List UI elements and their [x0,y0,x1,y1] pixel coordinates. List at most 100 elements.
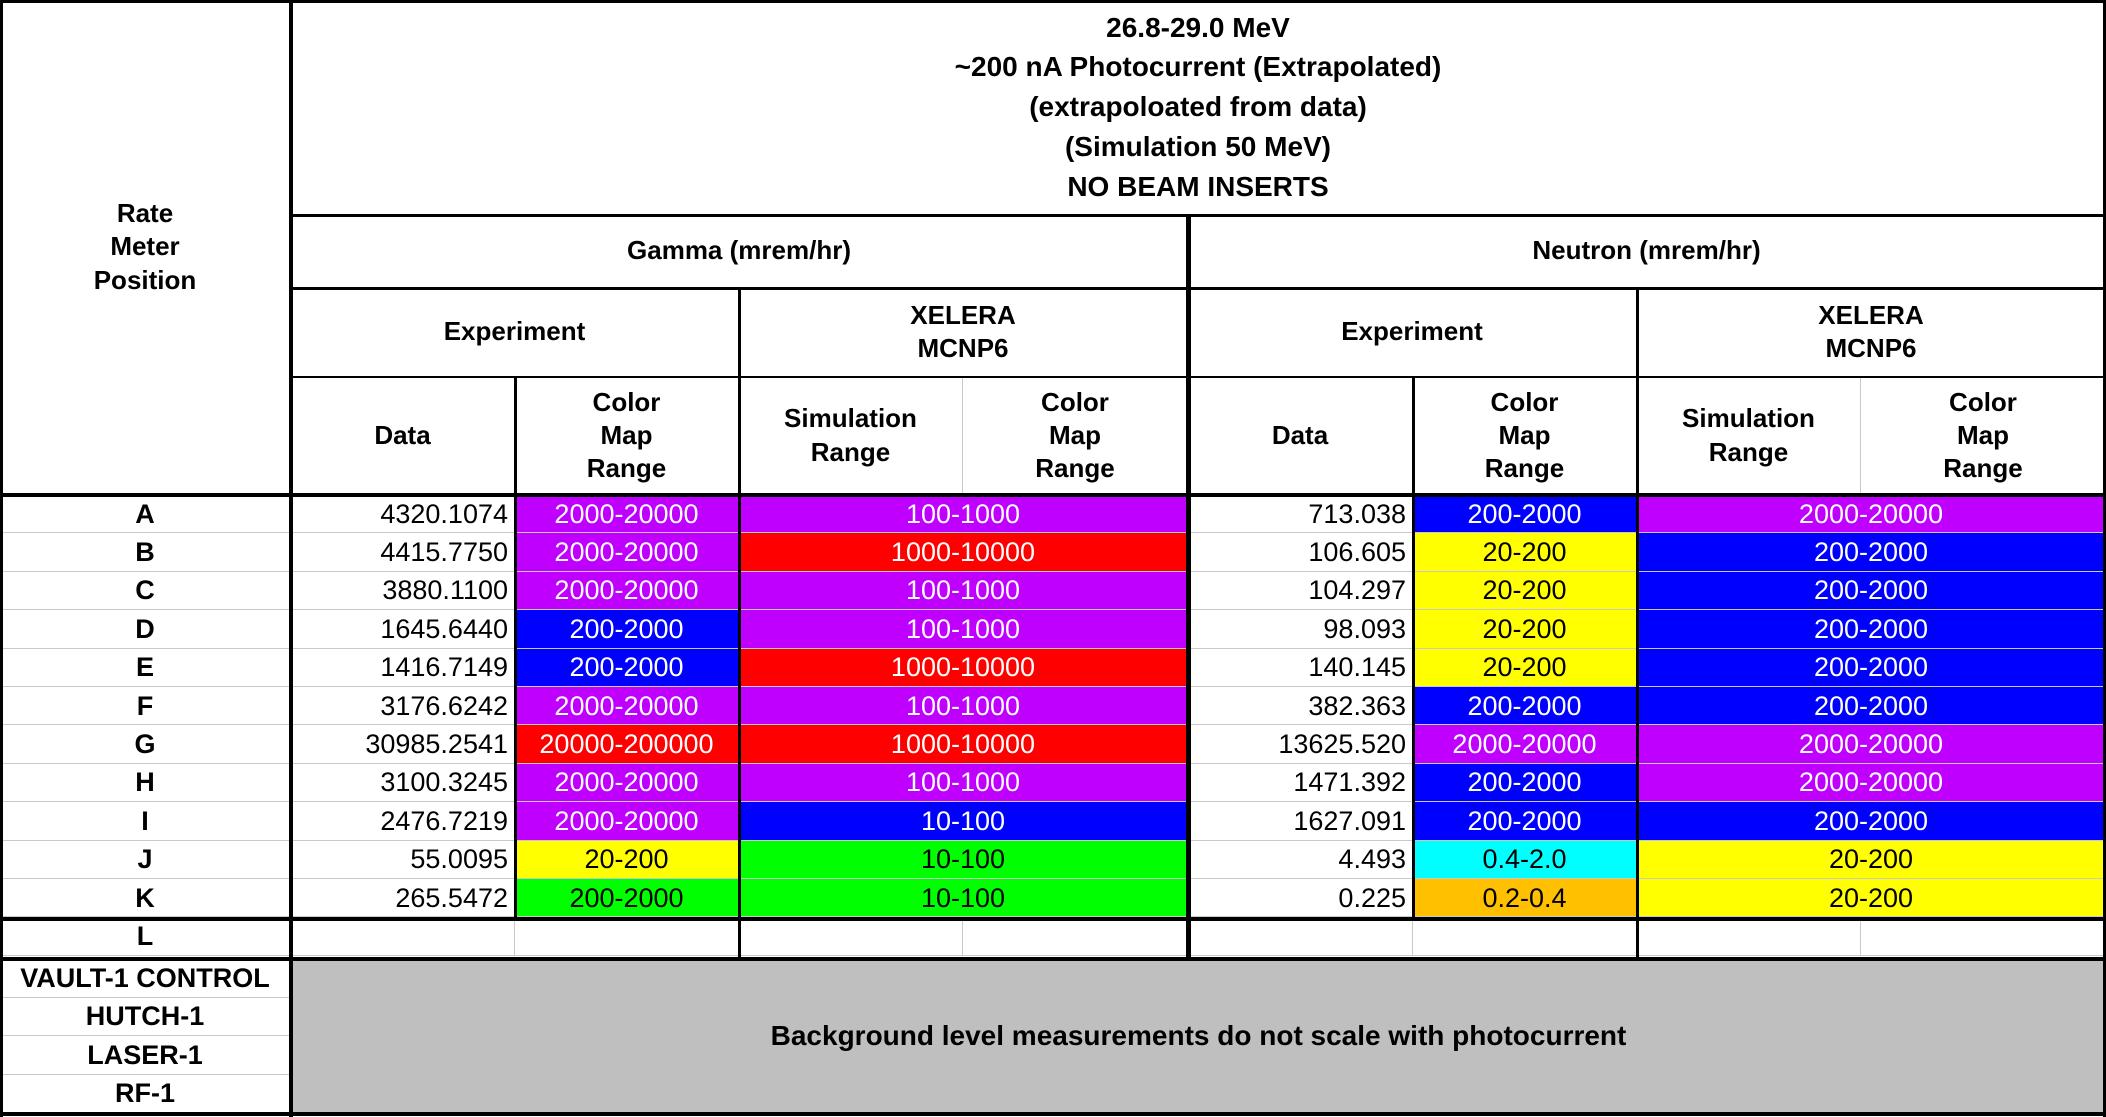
title-line: 26.8-29.0 MeV [1106,11,1290,43]
border-line [0,917,2106,921]
gamma-colormap-range-text: 200-2000 [569,882,684,913]
position-label-text: E [135,652,154,683]
neutron-data-value: 382.363 [1188,687,1413,726]
neutron-colormap-range: 200-2000 [1413,763,1637,803]
neutron-simulation-range-text: 200-2000 [1813,575,1929,606]
gamma-simulation-range-text: 10-100 [920,882,1006,913]
title-lines: 26.8-29.0 MeV ~200 nA Photocurrent (Extra… [955,8,1442,207]
title-block: 26.8-29.0 MeV ~200 nA Photocurrent (Extra… [291,0,2106,215]
background-location-label: HUTCH-1 [0,997,291,1036]
background-location-label-text: RF-1 [115,1078,175,1109]
neutron-header: Neutron (mrem/hr) [1188,215,2106,288]
gamma-simulation-range: 1000-10000 [739,725,1188,764]
neutron-simulation-range: 200-2000 [1637,687,2106,726]
gamma-colormap-range: 2000-20000 [515,687,739,726]
neutron-colormap-range-text: 200-2000 [1467,805,1582,836]
gamma-colormap-col: Color Map Range [515,377,739,495]
background-location-label-text: LASER-1 [87,1039,203,1070]
gamma-simulation-range: 10-100 [739,879,1188,918]
gamma-colormap-range-text: 20-200 [584,844,669,875]
border-line [291,376,2106,378]
gamma-xelera-header: XELERA MCNP6 [739,288,1188,377]
position-label-text: L [136,920,154,951]
neutron-experiment-header-text: Experiment [1341,316,1483,347]
neutron-data-value-text: 1471.392 [1293,767,1406,798]
gamma-data-value: 3880.1100 [291,571,515,611]
neutron-colormap-col: Color Map Range [1413,377,1637,495]
neutron-sim-colormap-col: Color Map Range [1861,377,2106,495]
gamma-colormap-col-text: Color Map Range [586,386,667,484]
neutron-simulation-range: 200-2000 [1637,571,2106,611]
gamma-colormap-range-text: 200-2000 [569,613,684,644]
position-label-text: G [134,728,156,759]
neutron-sim-range-col: Simulation Range [1637,377,1861,495]
neutron-colormap-range: 20-200 [1413,533,1637,572]
neutron-data-value-text: 104.297 [1308,575,1406,606]
neutron-simulation-range-text: 2000-20000 [1798,498,1944,529]
border-line [0,957,2106,961]
neutron-simulation-range-text: 200-2000 [1813,536,1929,567]
gamma-data-value: 1645.6440 [291,610,515,649]
position-label: B [0,533,291,572]
gamma-data-value-text: 2476.7219 [380,805,508,836]
neutron-colormap-range-text: 20-200 [1482,536,1567,567]
gamma-colormap-range: 2000-20000 [515,495,739,534]
title-line: (Simulation 50 MeV) [1064,130,1332,162]
gamma-data-value: 1416.7149 [291,648,515,687]
empty-cell [1413,917,1637,956]
neutron-colormap-range: 20-200 [1413,571,1637,611]
background-location-label-text: HUTCH-1 [85,1001,205,1032]
gamma-data-value-text: 4320.1074 [380,498,508,529]
neutron-data-value-text: 13625.520 [1278,728,1406,759]
background-location-label: VAULT-1 CONTROL [0,959,291,998]
gamma-colormap-range: 200-2000 [515,610,739,649]
gamma-simulation-range: 10-100 [739,840,1188,879]
neutron-simulation-range-text: 200-2000 [1813,613,1929,644]
neutron-data-value-text: 0.225 [1338,882,1406,913]
gamma-sim-colormap-col-text: Color Map Range [1035,386,1115,484]
gamma-experiment-header-text: Experiment [443,316,586,347]
neutron-colormap-range: 200-2000 [1413,495,1637,534]
neutron-colormap-range: 200-2000 [1413,687,1637,726]
gamma-colormap-range-text: 2000-20000 [554,498,699,529]
gamma-simulation-range: 100-1000 [739,571,1188,611]
border-line [737,288,741,959]
rate-meter-position-header: Rate Meter Position [0,0,291,495]
background-location-label-text: VAULT-1 CONTROL [20,962,270,993]
gamma-simulation-range: 10-100 [739,802,1188,841]
gamma-colormap-range: 200-2000 [515,648,739,687]
position-label: C [0,571,291,611]
title-line: (extrapoloated from data) [1029,91,1367,123]
gamma-xelera-header-text: XELERA MCNP6 [910,299,1016,363]
neutron-simulation-range-text: 20-200 [1828,844,1914,875]
position-label-text: F [136,690,154,721]
gamma-data-value-text: 55.0095 [410,844,508,875]
gamma-data-value: 3100.3245 [291,763,515,803]
neutron-data-value-text: 106.605 [1308,536,1406,567]
neutron-simulation-range: 200-2000 [1637,802,2106,841]
gamma-colormap-range-text: 2000-20000 [554,767,699,798]
border-line [0,0,3,1117]
position-label-text: K [135,882,155,913]
gamma-colormap-range-text: 2000-20000 [554,690,699,721]
gamma-data-col: Data [291,377,515,495]
position-label: J [0,840,291,879]
neutron-sim-colormap-col-text: Color Map Range [1943,386,2023,484]
position-label-text: B [135,536,155,567]
position-label-text: A [135,498,155,529]
position-label: F [0,687,291,726]
gamma-experiment-header: Experiment [291,288,739,377]
gamma-colormap-range-text: 20000-200000 [539,728,714,759]
border-line [2103,0,2106,1117]
gamma-colormap-range-text: 2000-20000 [554,805,699,836]
neutron-data-value: 4.493 [1188,840,1413,879]
neutron-simulation-range-text: 200-2000 [1813,690,1929,721]
gamma-data-value-text: 3880.1100 [382,575,508,606]
neutron-data-value-text: 140.145 [1308,652,1406,683]
neutron-simulation-range-text: 2000-20000 [1798,767,1944,798]
neutron-simulation-range: 20-200 [1637,879,2106,918]
rate-meter-position-header-text: Rate Meter Position [93,198,197,295]
empty-cell [515,917,739,956]
neutron-simulation-range: 2000-20000 [1637,495,2106,534]
border-line [1411,377,1415,919]
